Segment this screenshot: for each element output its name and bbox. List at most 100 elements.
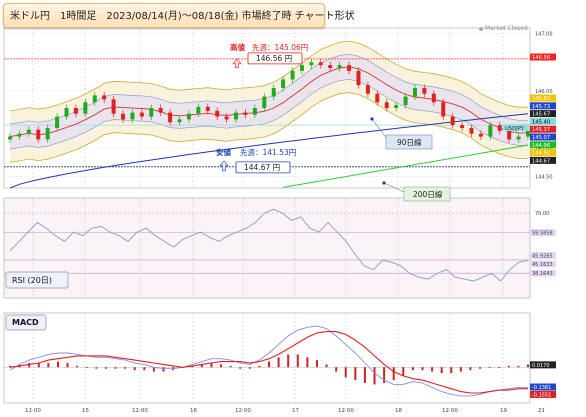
rsi-tag-bg [530,229,556,237]
macd-line [9,325,528,397]
price-tag-value: 146.56 [532,55,550,61]
rsi-tag-bg [530,252,556,260]
high-value-box [247,52,303,65]
candle-body [394,105,399,108]
candle-body [375,93,380,103]
candle-body [526,128,530,137]
ma200-leader [383,182,405,193]
bollinger-upper-line [9,40,528,112]
price-tag-value: 145.82 [532,96,550,102]
candle-body [460,125,465,128]
macd-histogram-bar [239,367,242,369]
candle-body [281,79,286,88]
macd-panel-frame [3,312,531,404]
price-tag-bg [530,102,556,110]
high-prev-week: 先週：145.06円 [252,42,308,52]
macd-signal-line [9,331,528,394]
macd-title: MACD [12,318,39,327]
candle-body [271,88,276,97]
low-value: 144.67 円 [244,163,280,172]
macd-histogram-bar [517,365,520,368]
candle-body [441,102,446,117]
candle-body [262,96,267,108]
price-tag-bg [530,156,556,164]
candle-body [384,102,389,108]
macd-histogram-bar [335,367,338,372]
rsi-tag-bg [530,269,556,277]
macd-histogram-bar [210,363,213,368]
macd-histogram-bar [469,367,472,371]
macd-histogram-bar [104,367,107,369]
candle-body [412,88,417,97]
candle-body [478,133,483,137]
macd-histogram-bar [498,367,501,369]
macd-histogram-bar [9,365,11,368]
price-tag-value: 144.92 [532,151,550,157]
bollinger-inner-band [10,54,528,150]
high-arrow-icon [232,58,242,69]
bollinger-lower-line [9,92,528,163]
macd-histogram-bar [200,364,203,368]
rsi-tag-value: 59.5858 [532,231,553,237]
candle-body [290,70,295,80]
x-tick-label: 16 [190,408,197,414]
rsi-line [9,208,529,282]
macd-histogram-bar [277,357,280,368]
rsi-tag-value: 45.1633 [532,262,553,268]
price-tag-bg [530,133,556,141]
macd-histogram-bar [37,363,40,368]
macd-tag-value: 0.0170 [532,363,550,369]
candle-body [121,113,126,120]
candle-body [130,112,135,120]
price-tick-label: 146.00 [535,89,553,95]
macd-histogram-bar [344,367,347,378]
price-tag-bg [530,117,556,125]
macd-histogram-bar [133,367,136,371]
candle-body [149,108,154,117]
macd-histogram-bar [268,361,270,368]
x-tick-label: 19 [500,408,507,414]
macd-tag-value: -0.1551 [532,392,551,398]
candle-body [356,70,361,86]
candle-body [186,113,191,120]
ma200-line [283,144,529,188]
candle-body [55,116,60,128]
rsi-title-box [5,271,69,289]
candle-body [45,128,50,140]
candle-body [347,65,352,71]
macd-histogram-bar [383,367,386,383]
candle-body [328,65,333,68]
x-tick-label: 18 [395,408,402,414]
macd-histogram-bar [47,363,50,368]
macd-histogram-bar [373,367,376,385]
macd-histogram-bar [392,367,395,381]
candle-body [422,88,427,94]
macd-histogram-bar [152,367,155,372]
macd-tag-bg [530,390,556,398]
candle-body [318,62,323,66]
macd-histogram-bar [306,357,309,368]
macd-histogram-bar [28,363,31,368]
ma90-line [9,113,529,189]
x-tick-label: 17 [292,408,299,414]
candle-body [83,102,88,114]
candle-body [234,112,239,120]
macd-histogram-bar [287,354,290,368]
rsi-tag-bg [530,260,556,268]
candle-body [252,108,257,115]
candle-body [92,95,97,103]
price-tick-label: 145.00 [535,146,553,152]
macd-histogram-bar [315,360,318,368]
candle-body [431,93,436,103]
ma-short-line [9,66,528,138]
macd-tag-bg [530,361,556,369]
ma200-callout-box [403,186,451,202]
candle-body [337,65,342,68]
macd-histogram-bar [431,367,434,372]
low-arrow-icon [219,160,229,172]
ma90-leader [371,118,389,141]
price-tag-bg [530,94,556,102]
macd-histogram-bar [507,365,510,368]
candle-body [507,130,512,140]
